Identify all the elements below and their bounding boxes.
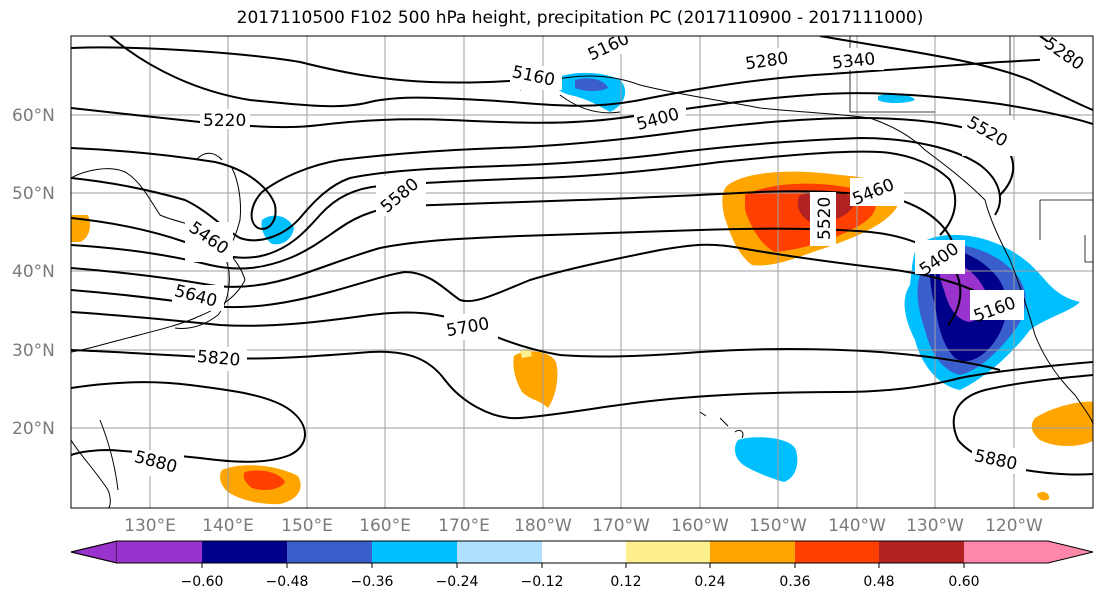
lat-label: 30°N: [12, 341, 55, 361]
colorbar-segment: [202, 541, 287, 563]
lon-label: 170°E: [438, 516, 490, 536]
lon-label: 180°W: [514, 516, 572, 536]
colorbar-segment: [117, 541, 202, 563]
longitude-labels: 130°E 140°E 150°E 160°E 170°E 180°W 170°…: [124, 516, 1043, 536]
colorbar-tick-label: −0.36: [351, 574, 394, 590]
contour-label: 5820: [196, 347, 241, 371]
lat-label: 40°N: [12, 262, 55, 282]
coastlines: [71, 75, 1093, 508]
map-frame: [70, 35, 1094, 509]
lon-label: 120°W: [985, 516, 1043, 536]
colorbar-tick-label: 0.60: [948, 574, 979, 590]
lon-label: 140°E: [202, 516, 254, 536]
colorbar-tick-label: 0.48: [863, 574, 894, 590]
lat-label: 20°N: [12, 419, 55, 439]
colorbar-tick-label: −0.48: [266, 574, 309, 590]
colorbar-segment: [457, 541, 542, 563]
lon-label: 160°W: [671, 516, 729, 536]
colorbar-segment: [542, 541, 626, 563]
colorbar-tick-label: 0.12: [610, 574, 641, 590]
lon-label: 170°W: [592, 516, 650, 536]
colorbar-segment: [879, 541, 964, 563]
colorbar-segment: [710, 541, 795, 563]
colorbar-segment: [287, 541, 372, 563]
colorbar-tick-label: 0.36: [779, 574, 810, 590]
latitude-labels: 60°N 50°N 40°N 30°N 20°N: [12, 106, 55, 439]
colorbar-tick-label: 0.24: [694, 574, 725, 590]
colorbar-extend-high: [964, 541, 1093, 563]
precip-negative-hawaii: [734, 437, 798, 482]
contour-label: 5340: [831, 49, 876, 73]
map-title: 2017110500 F102 500 hPa height, precipit…: [236, 8, 924, 28]
precip-negative-okhotsk: [554, 72, 626, 112]
precip-positive-central: [513, 351, 558, 408]
contour-label: 5220: [203, 111, 246, 131]
lat-label: 60°N: [12, 106, 55, 126]
lon-label: 130°E: [124, 516, 176, 536]
colorbar-tick-label: −0.24: [436, 574, 479, 590]
colorbar-tick-label: −0.12: [521, 574, 564, 590]
colorbar-segment: [372, 541, 457, 563]
colorbar-segment: [795, 541, 879, 563]
lon-label: 160°E: [359, 516, 411, 536]
precip-positive-mexico: [1031, 401, 1093, 446]
lon-label: 150°E: [281, 516, 333, 536]
lon-label: 150°W: [749, 516, 807, 536]
lon-label: 140°W: [828, 516, 886, 536]
colorbar-tick-label: −0.60: [181, 574, 224, 590]
colorbar: −0.60 −0.48 −0.36 −0.24 −0.12 0.12 0.24 …: [70, 540, 1094, 590]
lon-label: 130°W: [906, 516, 964, 536]
colorbar-segment: [626, 541, 710, 563]
colorbar-extend-low: [70, 540, 118, 564]
contour-label: 5520: [815, 197, 835, 240]
lat-label: 50°N: [12, 184, 55, 204]
precip-positive-westedge: [71, 215, 90, 242]
